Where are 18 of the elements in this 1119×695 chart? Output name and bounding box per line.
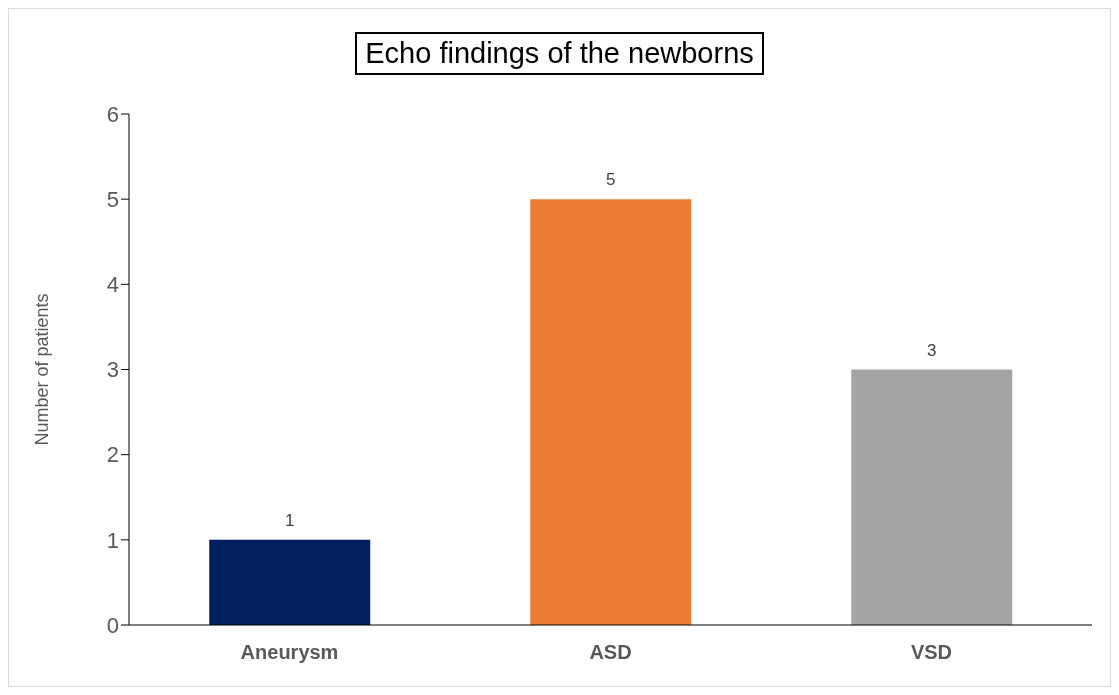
- y-axis-title: Number of patients: [32, 293, 53, 446]
- x-tick-label: VSD: [910, 641, 953, 664]
- bar: [209, 539, 371, 625]
- y-tick-label: 3: [106, 357, 119, 383]
- data-label: 1: [285, 510, 295, 530]
- bar: [851, 369, 1013, 625]
- y-tick-label: 1: [106, 527, 119, 553]
- x-tick-label: ASD: [589, 641, 632, 664]
- chart-title: Echo findings of the newborns: [355, 32, 764, 75]
- y-tick-label: 4: [106, 272, 119, 298]
- y-tick-label: 6: [106, 101, 119, 127]
- bar: [530, 199, 692, 625]
- data-label: 3: [927, 340, 937, 360]
- y-tick-label: 2: [106, 442, 119, 468]
- y-tick-label: 0: [106, 612, 119, 638]
- data-label: 5: [606, 170, 616, 190]
- y-tick-label: 5: [106, 186, 119, 212]
- x-tick-label: Aneurysm: [240, 641, 339, 664]
